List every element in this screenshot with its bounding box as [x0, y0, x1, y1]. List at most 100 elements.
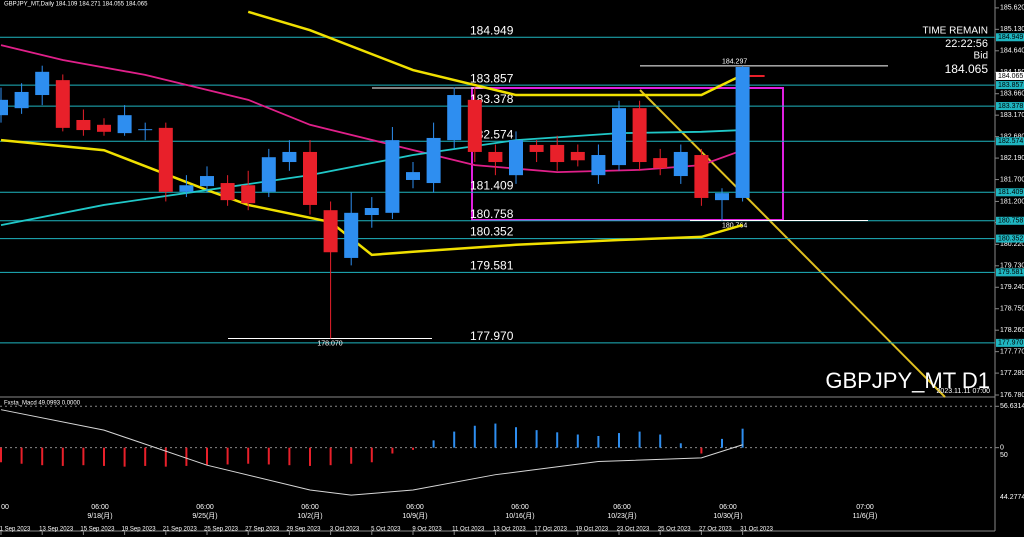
level-axis-box	[996, 102, 1024, 111]
y-tick-label: 180.220	[1000, 241, 1024, 248]
y-tick-label: 179.240	[1000, 284, 1024, 291]
candle-body	[241, 185, 256, 204]
histogram-bar	[41, 447, 44, 466]
histogram-bar	[432, 440, 435, 448]
bid-label: Bid	[974, 51, 988, 62]
histogram-bar	[103, 447, 105, 466]
level-axis-label: 177.970	[998, 340, 1023, 347]
candle-body	[200, 176, 214, 187]
level-label: 179.581	[470, 259, 514, 273]
y-tick-label: 177.280	[1000, 370, 1024, 377]
y-tick-label: 185.620	[1000, 5, 1024, 12]
y-tick-label: 182.680	[1000, 133, 1024, 140]
level-axis-box	[996, 216, 1024, 225]
x-tick-label: 13 Sep 2023	[39, 527, 74, 533]
bid-axis-box	[996, 71, 1024, 80]
candle-body	[385, 140, 400, 213]
candle-body	[653, 158, 668, 169]
x-tick-label: 31 Oct 2023	[740, 527, 773, 533]
candle-body	[0, 99, 8, 116]
candle-body	[529, 144, 544, 152]
footer-time: 2023.11.11 07:00	[937, 388, 991, 395]
time-remain-label: TIME REMAIN	[922, 26, 988, 37]
week-date-label: 10/9(月)	[402, 512, 427, 520]
level-label: 181.409	[470, 178, 514, 192]
level-axis-box	[996, 268, 1024, 277]
histogram-bar	[267, 447, 270, 465]
histogram-bar	[144, 447, 147, 466]
histogram-bar	[700, 447, 703, 454]
time-remain: 22:22:56	[945, 38, 988, 50]
candle-body	[509, 140, 523, 176]
histogram-bar	[679, 443, 682, 448]
histogram-bar	[370, 447, 373, 463]
week-time-label: 06:00	[613, 504, 631, 511]
histogram-bar	[164, 447, 167, 467]
x-tick-label: 25 Oct 2023	[658, 527, 691, 533]
candle-body	[323, 210, 338, 253]
x-tick-label: 23 Oct 2023	[617, 527, 650, 533]
level-axis-label: 179.581	[998, 269, 1023, 276]
histogram-bar	[185, 447, 188, 466]
indicator-line	[247, 10, 744, 97]
histogram-bar	[638, 431, 641, 448]
week-time-label: 07:00	[856, 504, 874, 511]
y-tick-label: 185.130	[1000, 26, 1024, 33]
candle-body	[97, 124, 111, 132]
histogram-bar	[0, 447, 2, 463]
bid-axis-label: 184.065	[998, 73, 1023, 80]
level-axis-label: 182.574	[998, 138, 1023, 145]
histogram-bar	[473, 425, 476, 448]
candle-body	[76, 119, 91, 131]
level-label: 184.949	[470, 23, 514, 37]
x-tick-label: 21 Sep 2023	[163, 527, 198, 533]
week-time-label: 06:00	[406, 504, 424, 511]
level-axis-label: 183.378	[998, 103, 1023, 110]
level-axis-label: 180.352	[998, 235, 1023, 242]
week-time-label: 06:00	[719, 504, 737, 511]
candle-body	[364, 208, 379, 216]
week-date-label: 10/2(月)	[297, 512, 322, 520]
candle-body	[426, 137, 441, 184]
week-date-label: 10/23(月)	[607, 512, 636, 520]
candle-body	[179, 185, 194, 192]
candle-body	[303, 151, 317, 205]
x-tick-label: 5 Oct 2023	[371, 527, 401, 533]
histogram-bar	[535, 430, 538, 448]
x-tick-label: 15 Sep 2023	[80, 527, 115, 533]
y-tick-label: 181.200	[1000, 198, 1024, 205]
level-label: 180.758	[470, 207, 514, 221]
histogram-bar	[206, 447, 208, 466]
week-time-label: 06:00	[301, 504, 319, 511]
price-panel: 185.620185.130184.640184.150183.660183.1…	[0, 5, 1024, 535]
y-tick-label: 178.260	[1000, 327, 1024, 334]
side-label: 50	[1000, 452, 1008, 459]
y-tick-label: 176.780	[1000, 392, 1024, 399]
x-tick-label: 1 Sep 2023	[0, 527, 31, 533]
week-time-label: 06:00	[196, 504, 214, 511]
week-date-label: 11/6(月)	[853, 512, 878, 520]
week-time-label: 06:00	[91, 504, 109, 511]
candle-body	[715, 193, 729, 201]
candle-body	[117, 115, 132, 134]
x-tick-label: 3 Oct 2023	[330, 527, 360, 533]
peak-label: 184.297	[722, 59, 747, 66]
x-tick-label: 29 Sep 2023	[286, 527, 321, 533]
week-time-label: 00	[1, 504, 9, 511]
level-axis-label: 184.949	[998, 34, 1023, 41]
peak-label: 178.070	[317, 340, 342, 347]
macd-title: Fxsta_Macd 49.0993 0.0000	[4, 401, 81, 407]
y-tick-label: 177.770	[1000, 348, 1024, 355]
peak-label: 180.764	[722, 222, 747, 229]
candle-body	[694, 155, 709, 198]
chart-title: GBPJPY_MT,Daily 184.109 184.271 184.055 …	[4, 2, 148, 8]
y-tick-label: 183.660	[1000, 91, 1024, 98]
candle-body	[632, 108, 647, 163]
candle-body	[344, 212, 359, 258]
level-axis-box	[996, 338, 1024, 347]
level-axis-label: 181.409	[998, 189, 1023, 196]
level-axis-box	[996, 81, 1024, 90]
histogram-bar	[391, 447, 394, 454]
macd-panel: 56.6314 050 44.2774	[0, 403, 1024, 501]
x-tick-label: 27 Sep 2023	[245, 527, 280, 533]
